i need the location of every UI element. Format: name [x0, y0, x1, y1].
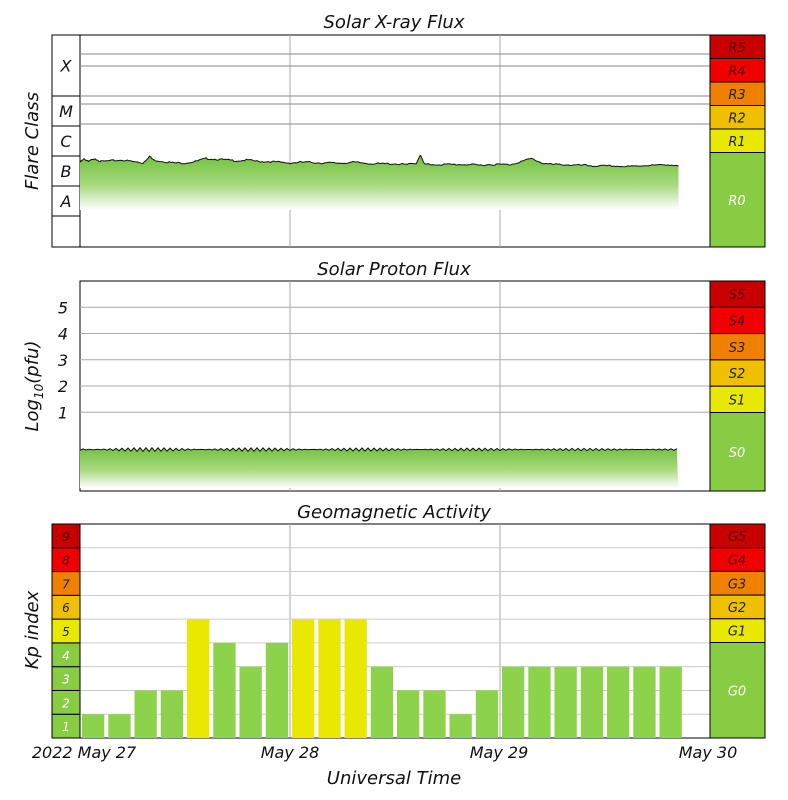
kp-bar	[292, 619, 315, 738]
kp-level-7: 7	[62, 577, 70, 591]
kp-bar	[475, 690, 499, 738]
day-label-2: May 28	[261, 743, 320, 762]
proton-tick-3: 3	[58, 351, 68, 370]
r-scale-box-R0	[709, 152, 766, 248]
radio-blackout-scale: R5 R4 R3 R2 R1 R0	[709, 34, 766, 248]
kp-level-6: 6	[62, 601, 70, 615]
r-scale-label-R4: R4	[728, 64, 745, 79]
s-scale-label-S0: S0	[729, 446, 746, 461]
kp-bar	[370, 666, 394, 738]
geomag-plot-area	[79, 523, 711, 739]
geomag-ylabel: Kp index	[22, 590, 43, 669]
r-scale-label-R0: R0	[728, 194, 745, 209]
kp-bar	[423, 690, 446, 738]
proton-flux-line	[79, 446, 678, 453]
kp-bar	[502, 666, 525, 738]
flare-class-axis	[51, 34, 81, 248]
kp-bar	[108, 714, 131, 738]
kp-bar	[554, 666, 577, 738]
proton-ylabel: Log10(pfu)	[22, 341, 46, 432]
flare-class-M: M	[59, 102, 73, 121]
kp-bar	[607, 666, 630, 738]
r-scale-label-R1: R1	[728, 135, 745, 150]
xray-flux-area	[80, 155, 679, 210]
proton-tick-4: 4	[58, 325, 68, 344]
kp-bar	[82, 714, 105, 738]
proton-flux-series	[79, 446, 678, 488]
proton-flux-area	[80, 447, 678, 488]
proton-ticks: 1 2 3 4 5	[58, 298, 68, 422]
g-scale-label-G3: G3	[728, 577, 746, 592]
kp-bar	[659, 666, 682, 738]
kp-bar	[344, 619, 367, 738]
s-scale-box-S4	[709, 306, 766, 335]
xray-ylabel: Flare Class	[22, 92, 43, 190]
geomagnetic-storm-scale: G5 G4 G3 G2 G1 G0	[709, 523, 766, 739]
r-scale-label-R3: R3	[728, 88, 745, 103]
flare-class-A: A	[60, 192, 72, 211]
day-label-3: May 29	[470, 743, 529, 762]
kp-level-box-9	[51, 523, 81, 549]
r-scale-label-R5: R5	[728, 41, 745, 56]
proton-tick-5: 5	[58, 298, 68, 317]
g-scale-label-G0: G0	[728, 684, 746, 699]
kp-bar	[633, 666, 656, 738]
proton-title: Solar Proton Flux	[317, 259, 471, 280]
kp-bar	[265, 642, 289, 738]
kp-bar	[187, 619, 210, 738]
s-scale-label-S5: S5	[729, 288, 746, 303]
flare-class-B: B	[61, 162, 72, 181]
s-scale-label-S3: S3	[729, 341, 746, 356]
kp-level-2: 2	[62, 696, 70, 710]
g-scale-label-G4: G4	[728, 554, 746, 569]
kp-bar	[134, 690, 157, 738]
kp-bar	[580, 666, 604, 738]
kp-bar	[528, 666, 551, 738]
xray-gridlines	[80, 35, 710, 247]
g-scale-label-G2: G2	[728, 601, 746, 616]
r-scale-label-R2: R2	[728, 111, 745, 126]
s-scale-label-S1: S1	[729, 393, 746, 408]
kp-level-8: 8	[62, 554, 70, 568]
kp-bar	[213, 642, 236, 738]
s-scale-label-S4: S4	[729, 314, 746, 329]
xray-flux-line	[79, 154, 679, 168]
geomag-gridlines	[80, 524, 710, 738]
x-axis-label: Universal Time	[327, 768, 461, 789]
kp-bar	[397, 690, 420, 738]
kp-bars	[82, 619, 682, 738]
s-scale-box-S0	[709, 412, 766, 492]
kp-level-4: 4	[62, 649, 70, 663]
kp-level-5: 5	[62, 625, 70, 639]
g-scale-box-G0	[709, 642, 766, 739]
s-scale-label-S2: S2	[729, 367, 746, 382]
xray-flux-series	[79, 154, 679, 210]
proton-tick-2: 2	[58, 377, 68, 396]
kp-level-3: 3	[62, 673, 70, 687]
kp-bar	[239, 666, 262, 738]
flare-class-X: X	[60, 57, 73, 76]
s-scale-box-S3	[709, 333, 766, 361]
geomag-title: Geomagnetic Activity	[297, 502, 491, 523]
g-scale-label-G5: G5	[728, 530, 746, 545]
proton-tick-1: 1	[58, 403, 68, 422]
day-label-4: May 30	[679, 743, 738, 762]
radiation-storm-scale: S5 S4 S3 S2 S1 S0	[709, 280, 766, 492]
day-label-1: 2022 May 27	[32, 743, 137, 762]
kp-bar	[318, 619, 341, 738]
kp-level-1: 1	[62, 720, 70, 734]
flare-class-C: C	[60, 132, 72, 151]
xray-title: Solar X-ray Flux	[324, 12, 465, 33]
kp-level-scale: 1 2 3 4 5 6 7 8 9	[51, 523, 81, 739]
kp-level-9: 9	[62, 530, 70, 544]
g-scale-label-G1: G1	[728, 625, 746, 640]
xray-plot-area	[79, 34, 711, 248]
kp-bar	[449, 714, 472, 738]
s-scale-box-S5	[709, 280, 766, 308]
kp-bar	[160, 690, 184, 738]
